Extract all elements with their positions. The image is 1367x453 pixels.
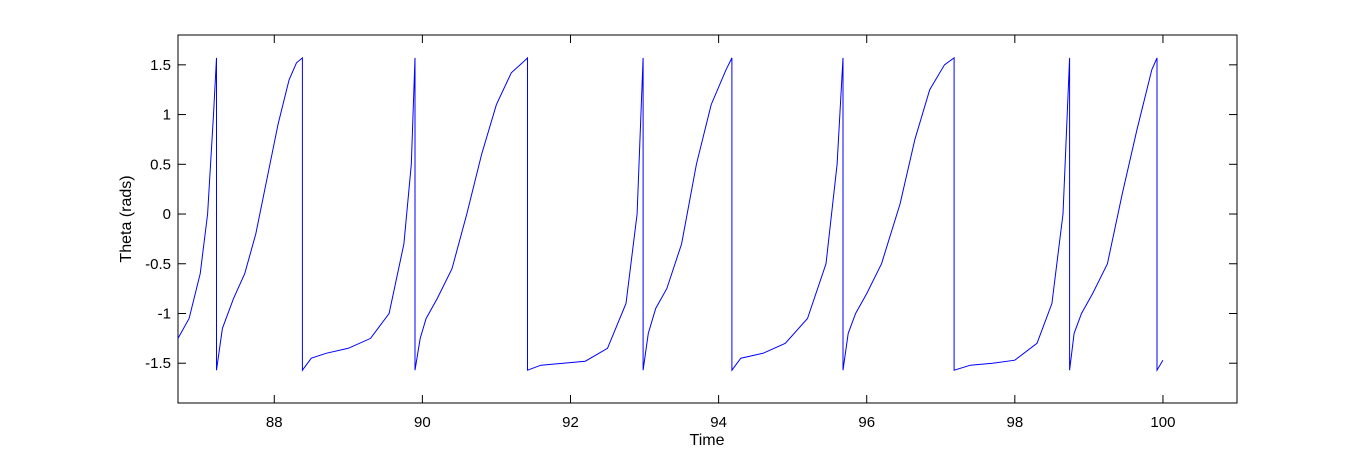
x-tick-label: 96 — [858, 414, 875, 431]
y-tick-labels: 1.5 1 0.5 0 -0.5 -1 -1.5 — [145, 57, 171, 372]
y-tick-label: -1 — [158, 305, 171, 322]
y-tick-label: 1.5 — [150, 57, 171, 74]
x-tick-label: 90 — [414, 414, 431, 431]
y-tick-label: -1.5 — [145, 355, 171, 372]
y-tick-label: 0 — [163, 206, 171, 223]
x-tick-label: 94 — [710, 414, 727, 431]
tick-marks — [178, 35, 1237, 403]
x-tick-label: 100 — [1150, 414, 1175, 431]
x-axis-title: Time — [690, 432, 725, 449]
y-tick-label: 0.5 — [150, 156, 171, 173]
y-axis-title: Theta (rads) — [118, 175, 135, 262]
axes-box — [177, 34, 1238, 404]
x-tick-label: 88 — [266, 414, 283, 431]
x-tick-labels: 88 90 92 94 96 98 100 — [266, 414, 1176, 431]
theta-series-line — [177, 56, 1164, 373]
x-tick-label: 98 — [1006, 414, 1023, 431]
y-tick-label: -0.5 — [145, 256, 171, 273]
x-tick-label: 92 — [562, 414, 579, 431]
y-tick-label: 1 — [163, 107, 171, 124]
